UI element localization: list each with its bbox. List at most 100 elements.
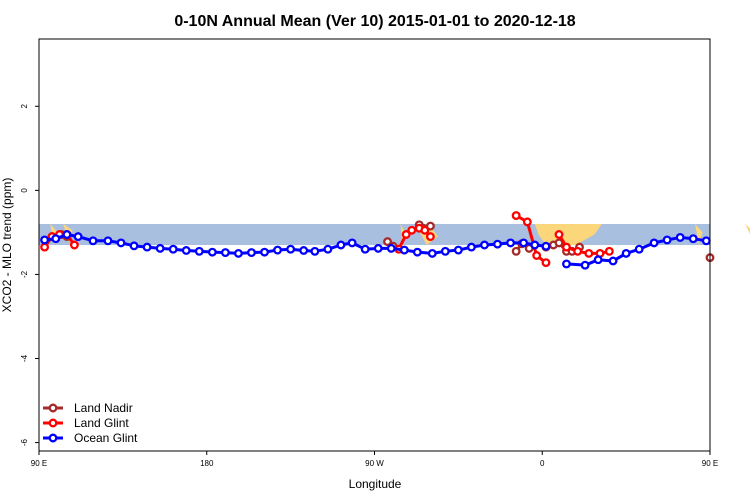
data-point bbox=[634, 244, 644, 254]
data-point bbox=[103, 236, 113, 246]
legend-label: Ocean Glint bbox=[74, 431, 138, 445]
data-point bbox=[323, 244, 333, 254]
y-axis-label: XCO2 - MLO trend (ppm) bbox=[0, 178, 14, 313]
data-point bbox=[155, 243, 165, 253]
data-point bbox=[412, 247, 422, 257]
series-line bbox=[44, 232, 547, 255]
data-point bbox=[129, 241, 139, 251]
data-point bbox=[675, 232, 685, 242]
y-tick-label: 2 bbox=[20, 103, 29, 108]
data-point bbox=[554, 230, 564, 239]
data-point bbox=[194, 246, 204, 256]
data-point bbox=[562, 242, 571, 252]
legend-swatch-marker bbox=[48, 418, 58, 428]
chart-title: 0-10N Annual Mean (Ver 10) 2015-01-01 to… bbox=[174, 13, 575, 30]
x-tick-label: 180 bbox=[200, 459, 214, 468]
data-point bbox=[383, 237, 392, 247]
data-point bbox=[688, 234, 698, 244]
data-point bbox=[480, 240, 489, 250]
legend-swatch-marker bbox=[48, 433, 58, 443]
data-point bbox=[260, 247, 269, 257]
data-point bbox=[62, 230, 72, 239]
latitude-band bbox=[39, 223, 710, 245]
data-point bbox=[273, 245, 283, 255]
data-point bbox=[573, 246, 583, 256]
data-point bbox=[608, 256, 618, 266]
data-point bbox=[511, 211, 521, 221]
x-tick-label: 0 bbox=[540, 459, 545, 468]
x-axis-label: Longitude bbox=[349, 477, 402, 491]
data-point bbox=[562, 259, 571, 269]
data-point bbox=[142, 242, 152, 252]
data-point bbox=[541, 258, 551, 268]
data-point bbox=[69, 240, 79, 250]
data-point bbox=[662, 235, 672, 245]
data-point bbox=[116, 238, 126, 248]
data-point bbox=[511, 246, 521, 256]
data-point bbox=[420, 225, 430, 235]
land-shape bbox=[745, 223, 750, 235]
data-point bbox=[407, 225, 417, 235]
y-tick-label: 0 bbox=[20, 188, 29, 193]
data-point bbox=[604, 246, 614, 256]
legend-label: Land Nadir bbox=[74, 401, 133, 415]
data-point bbox=[401, 230, 411, 239]
data-point bbox=[440, 246, 450, 256]
data-point bbox=[580, 260, 590, 270]
data-point bbox=[399, 245, 409, 255]
data-point bbox=[621, 248, 631, 258]
plot-region bbox=[39, 211, 750, 270]
data-point bbox=[207, 247, 217, 257]
data-point bbox=[506, 238, 516, 248]
data-point bbox=[73, 232, 83, 242]
data-point bbox=[181, 246, 191, 255]
data-point bbox=[360, 244, 370, 254]
data-point bbox=[51, 234, 61, 244]
x-tick-label: 90 W bbox=[365, 459, 384, 468]
data-point bbox=[336, 240, 346, 250]
data-point bbox=[373, 243, 383, 253]
data-point bbox=[584, 248, 594, 258]
series-line bbox=[515, 214, 547, 264]
data-point bbox=[220, 248, 230, 258]
data-point bbox=[425, 221, 435, 231]
data-point bbox=[522, 217, 532, 227]
data-point bbox=[347, 238, 357, 248]
series-ocean-glint bbox=[40, 230, 711, 270]
data-point bbox=[541, 241, 551, 251]
y-axis: 2 0 -2 -4 -6 bbox=[20, 103, 39, 446]
data-point bbox=[649, 238, 659, 248]
y-tick-label: -2 bbox=[20, 270, 29, 278]
data-point bbox=[493, 239, 502, 249]
data-point bbox=[40, 242, 50, 252]
data-point bbox=[427, 248, 437, 258]
y-tick-label: -6 bbox=[20, 438, 29, 446]
legend-label: Land Glint bbox=[74, 416, 129, 430]
legend-swatch-marker bbox=[48, 403, 58, 413]
data-point bbox=[530, 240, 540, 250]
data-point bbox=[299, 246, 309, 255]
data-point bbox=[168, 244, 178, 254]
data-point bbox=[386, 243, 396, 253]
x-tick-label: 90 E bbox=[31, 459, 47, 468]
legend-item: Ocean Glint bbox=[43, 431, 138, 445]
data-point bbox=[453, 245, 463, 255]
legend-item: Land Glint bbox=[43, 416, 129, 430]
data-point bbox=[286, 244, 296, 254]
data-point bbox=[88, 236, 98, 246]
y-tick-label: -4 bbox=[20, 354, 29, 362]
x-tick-label: 90 E bbox=[702, 459, 718, 468]
x-axis: 90 E 180 90 W 0 90 E bbox=[31, 451, 718, 468]
data-point bbox=[593, 255, 603, 265]
data-point bbox=[310, 246, 320, 256]
data-point bbox=[532, 251, 542, 260]
data-point bbox=[425, 232, 435, 242]
data-point bbox=[466, 242, 476, 252]
land-shape bbox=[695, 223, 703, 245]
land-shape bbox=[534, 223, 602, 245]
data-point bbox=[519, 238, 529, 248]
data-point bbox=[701, 236, 711, 246]
data-point bbox=[40, 235, 50, 245]
